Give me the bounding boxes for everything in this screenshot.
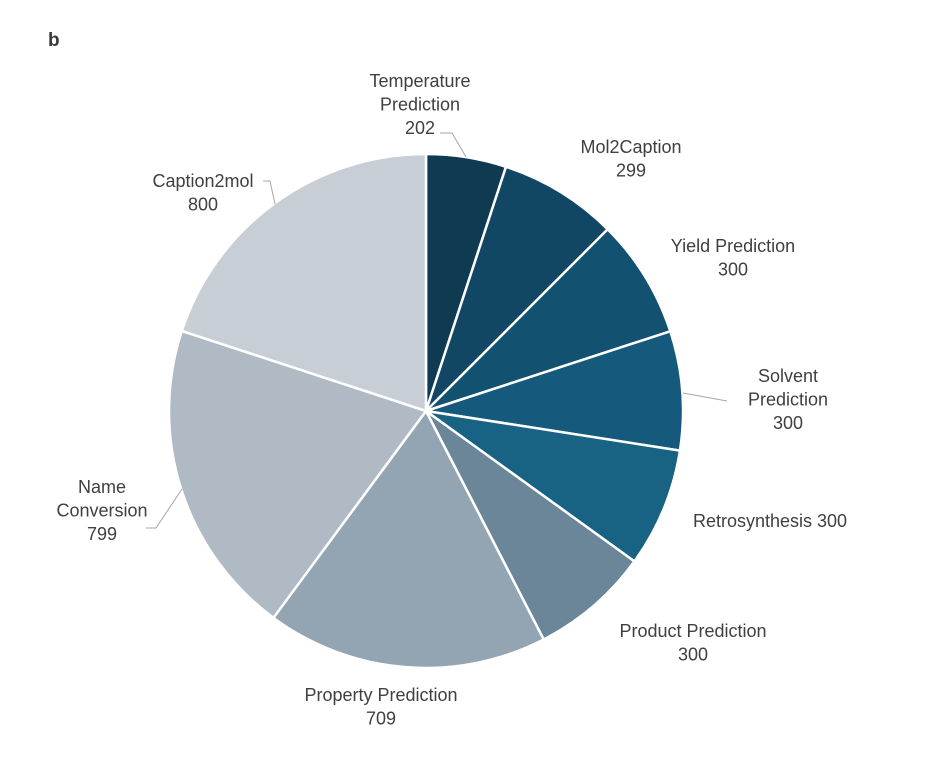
slice-label-line: 709 [366,709,396,729]
slice-label-line: Temperature [369,71,470,91]
slice-label-line: Product Prediction [619,621,766,641]
slice-label-caption2mol: Caption2mol 800 [152,171,253,215]
slice-label-line: Conversion [56,501,147,521]
slice-label-line: 800 [188,195,218,215]
slice-label-line: Prediction [748,390,828,410]
slice-label-property-prediction: Property Prediction 709 [304,685,457,729]
slice-label-line: 300 [773,413,803,433]
slice-label-line: Yield Prediction [671,236,795,256]
slice-label-retrosynthesis: Retrosynthesis 300 [693,511,847,531]
slice-label-line: Solvent [758,366,818,386]
slice-label-line: Prediction [380,95,460,115]
slice-label-line: Caption2mol [152,171,253,191]
leader-line-name-conversion [146,489,182,528]
pie-slices [169,154,683,668]
slice-label-name-conversion: Name Conversion 799 [56,477,147,544]
leader-line-solvent-prediction [683,393,727,401]
leader-line-caption2mol [263,181,275,204]
slice-label-line: Mol2Caption [580,137,681,157]
slice-label-line: Property Prediction [304,685,457,705]
slice-label-line: 202 [405,118,435,138]
slice-label-temperature-prediction: Temperature Prediction 202 [369,71,470,138]
slice-label-line: Name [78,477,126,497]
slice-label-product-prediction: Product Prediction 300 [619,621,766,665]
slice-label-line: 799 [87,524,117,544]
slice-label-line: 299 [616,161,646,181]
slice-label-line: 300 [678,645,708,665]
slice-label-yield-prediction: Yield Prediction 300 [671,236,795,280]
slice-label-line: 300 [718,260,748,280]
slice-label-solvent-prediction: Solvent Prediction 300 [748,366,828,433]
slice-label-line: Retrosynthesis 300 [693,511,847,531]
slice-label-mol2caption: Mol2Caption 299 [580,137,681,181]
